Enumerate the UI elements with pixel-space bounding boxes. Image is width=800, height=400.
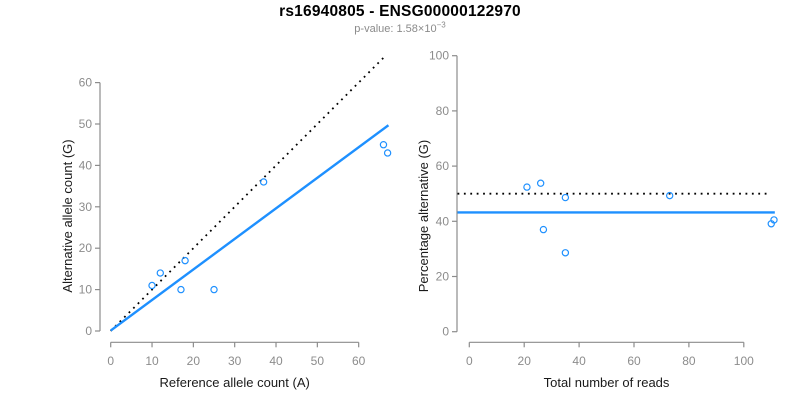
- pvalue-exponent: −3: [436, 20, 446, 30]
- data-point: [259, 178, 268, 186]
- x-tick-label: 60: [627, 354, 641, 368]
- x-tick-label: 20: [518, 354, 532, 368]
- data-point: [770, 216, 778, 224]
- y-tick-label: 40: [79, 158, 93, 172]
- data-point: [665, 191, 674, 200]
- y-tick-label: 20: [79, 241, 93, 255]
- x-tick-label: 50: [311, 354, 325, 368]
- data-point: [148, 281, 156, 290]
- x-tick-label: 100: [734, 354, 754, 368]
- y-tick-label: 0: [85, 324, 92, 338]
- data-point: [379, 140, 388, 149]
- data-point: [383, 149, 392, 157]
- x-tick-label: 40: [269, 354, 283, 368]
- x-tick-label: 80: [682, 354, 696, 368]
- y-tick-label: 60: [436, 159, 450, 173]
- data-point: [523, 183, 531, 191]
- y-tick-label: 80: [436, 104, 450, 118]
- data-point: [156, 269, 164, 277]
- pvalue-value: 1.58×10: [396, 23, 437, 35]
- data-point: [210, 285, 218, 294]
- y-tick-label: 20: [436, 270, 450, 284]
- figure-subtitle: p-value: 1.58×10−3: [0, 20, 800, 35]
- data-point: [561, 249, 570, 257]
- y-tick-label: 30: [79, 200, 93, 214]
- data-point: [177, 285, 185, 294]
- y-tick-label: 0: [442, 325, 449, 339]
- y-tick-label: 50: [79, 117, 93, 131]
- x-axis-title: Reference allele count (A): [160, 375, 310, 390]
- data-point: [539, 225, 548, 234]
- identity-line: [110, 54, 387, 332]
- x-tick-label: 40: [572, 354, 586, 368]
- x-tick-label: 30: [228, 354, 242, 368]
- y-axis-title: Percentage alternative (G): [416, 140, 431, 292]
- y-tick-label: 60: [79, 76, 93, 90]
- fit-line: [109, 124, 390, 332]
- figure-title: rs16940805 - ENSG00000122970: [279, 3, 521, 20]
- y-tick-label: 40: [436, 214, 450, 228]
- x-tick-label: 10: [145, 354, 159, 368]
- y-tick-label: 100: [429, 49, 449, 63]
- pvalue-label: p-value:: [354, 23, 397, 35]
- x-axis-title: Total number of reads: [544, 375, 670, 390]
- y-tick-label: 10: [79, 283, 93, 297]
- x-tick-label: 0: [107, 354, 114, 368]
- data-point: [181, 256, 189, 265]
- x-tick-label: 60: [352, 354, 366, 368]
- data-point: [561, 193, 570, 202]
- y-axis-title: Alternative allele count (G): [60, 139, 75, 292]
- x-tick-label: 0: [466, 354, 473, 368]
- x-tick-label: 20: [187, 354, 201, 368]
- data-point: [536, 179, 545, 187]
